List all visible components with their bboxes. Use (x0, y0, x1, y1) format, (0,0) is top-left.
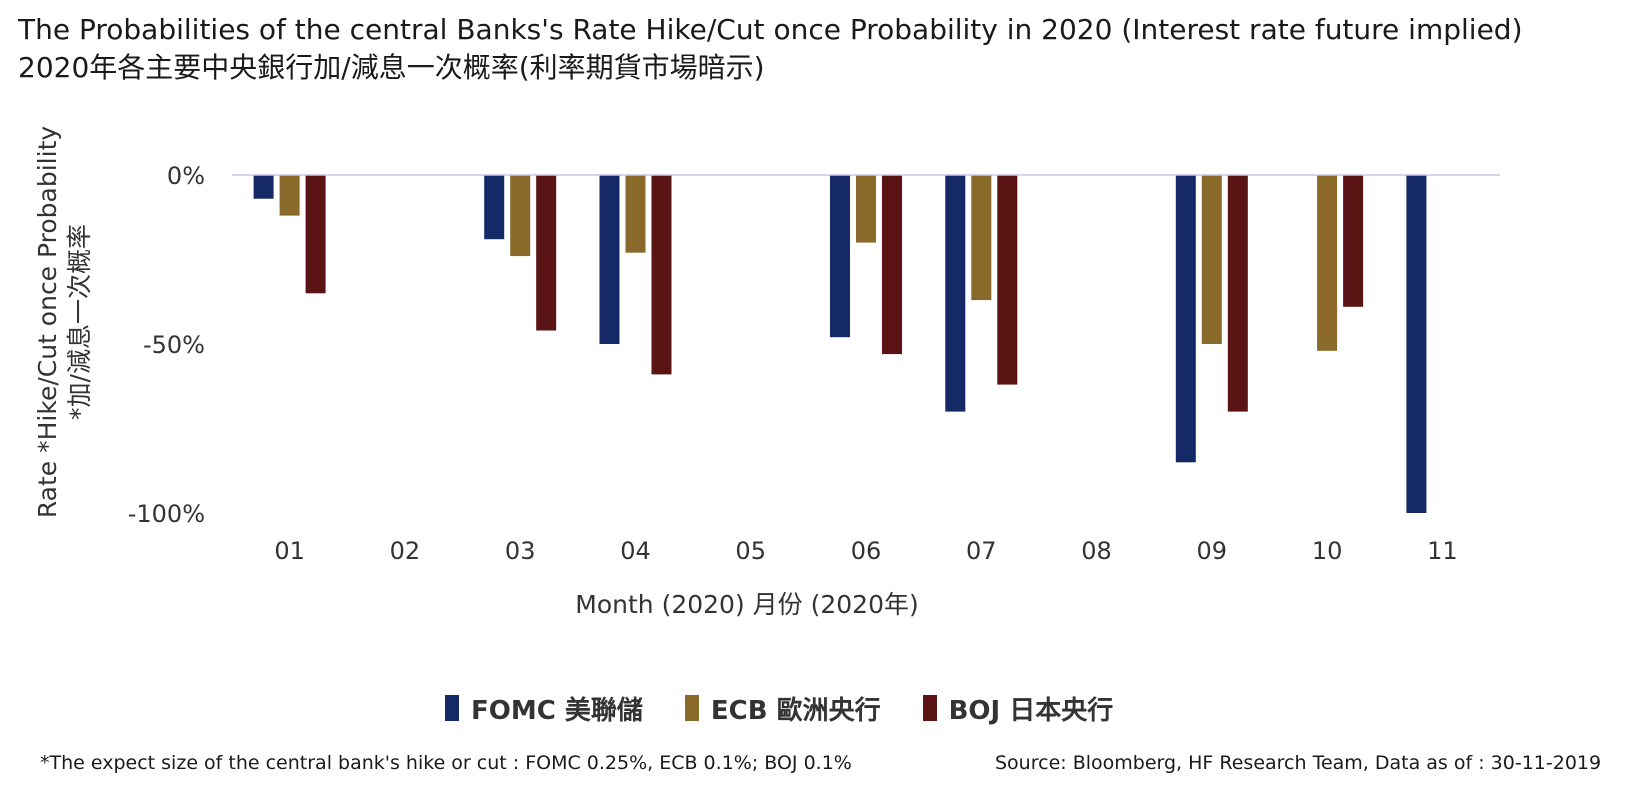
bar-ecb-06 (856, 175, 876, 243)
legend-item-boj: BOJ 日本央行 (922, 690, 1114, 727)
y-axis-label: Rate *Hike/Cut once Probability (33, 126, 62, 519)
bar-fomc-06 (830, 175, 850, 338)
y-axis-label-chinese: *加/減息一次概率 (65, 224, 94, 420)
x-tick-label: 05 (735, 537, 766, 565)
chart-title: The Probabilities of the central Banks's… (18, 13, 1523, 46)
chart-title-chinese: 2020年各主要中央銀行加/減息一次概率(利率期貨市場暗示) (18, 51, 765, 84)
x-tick-label: 03 (505, 537, 536, 565)
bar-boj-07 (997, 175, 1018, 385)
legend-label-fomc: FOMC 美聯儲 (471, 695, 643, 726)
bar-ecb-10 (1317, 175, 1338, 351)
x-tick-label: 07 (966, 537, 997, 565)
x-tick-label: 01 (274, 537, 305, 565)
bar-ecb-07 (971, 175, 992, 301)
x-tick-label: 02 (390, 537, 421, 565)
x-tick-label: 06 (851, 537, 882, 565)
bar-fomc-01 (253, 175, 274, 199)
legend-item-ecb: ECB 歐洲央行 (684, 690, 881, 727)
x-tick-label: 11 (1427, 537, 1458, 565)
y-tick-label: -50% (143, 331, 205, 359)
source-note: Source: Bloomberg, HF Research Team, Dat… (995, 752, 1602, 774)
bar-ecb-01 (279, 175, 300, 216)
legend-swatch-fomc (445, 695, 459, 721)
bar-boj-10 (1343, 175, 1364, 307)
legend-label-boj: BOJ 日本央行 (948, 695, 1114, 726)
x-axis-label: Month (2020) 月份 (2020年) (575, 590, 918, 619)
x-tick-label: 04 (620, 537, 651, 565)
legend: FOMC 美聯儲 ECB 歐洲央行 BOJ 日本央行 (445, 688, 1155, 728)
bar-ecb-09 (1201, 175, 1222, 344)
bar-boj-04 (651, 175, 672, 375)
y-axis-ticks: 0% -50% -100% (128, 162, 205, 528)
bar-boj-06 (882, 175, 902, 355)
y-tick-label: 0% (167, 162, 205, 190)
bar-boj-03 (536, 175, 557, 331)
footnote: *The expect size of the central bank's h… (40, 752, 852, 774)
bar-fomc-07 (945, 175, 966, 412)
bar-ecb-03 (510, 175, 531, 257)
bar-boj-09 (1227, 175, 1248, 412)
x-tick-label: 08 (1081, 537, 1112, 565)
legend-swatch-boj (922, 695, 937, 721)
bar-fomc-04 (599, 175, 620, 344)
legend-item-fomc: FOMC 美聯儲 (445, 690, 643, 727)
bar-chart: 0% -50% -100% 01 02 03 04 05 06 07 08 09 10 11 Rate … (33, 126, 1500, 619)
x-axis-ticks: 01 02 03 04 05 06 07 08 09 10 11 (274, 537, 1457, 565)
legend-label-ecb: ECB 歐洲央行 (710, 695, 881, 726)
x-tick-label: 09 (1197, 537, 1228, 565)
bar-group (253, 175, 1427, 513)
bar-fomc-11 (1406, 175, 1427, 513)
y-tick-label: -100% (128, 500, 205, 528)
bar-fomc-09 (1175, 175, 1196, 463)
x-tick-label: 10 (1312, 537, 1343, 565)
bar-fomc-03 (484, 175, 505, 240)
legend-swatch-ecb (684, 695, 699, 721)
bar-ecb-04 (625, 175, 646, 253)
bar-boj-01 (305, 175, 326, 294)
